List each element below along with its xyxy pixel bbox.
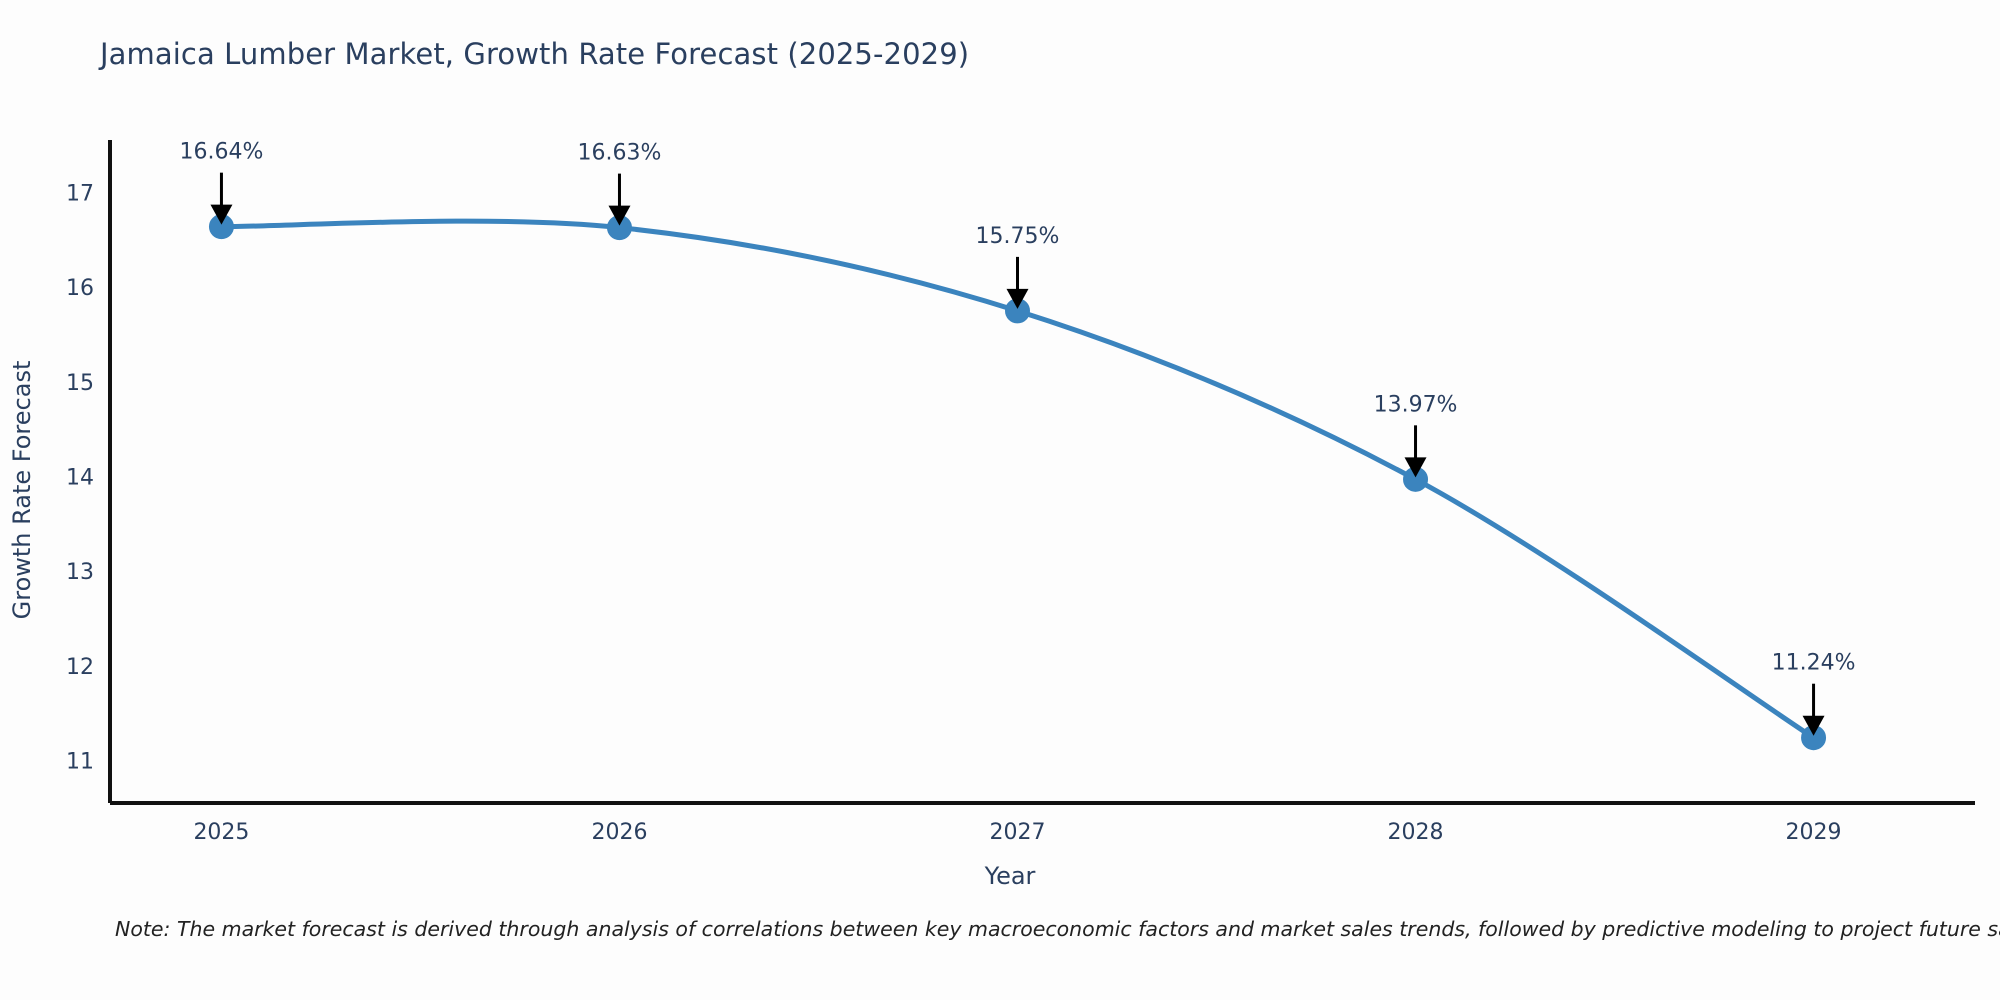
annotation-arrow-head: [1006, 288, 1029, 309]
y-axis-tick-labels: 11 12 13 14 15 16 17: [66, 182, 94, 775]
y-tick-label: 17: [66, 182, 94, 207]
data-point-label: 16.63%: [578, 141, 662, 166]
annotation-arrow-head: [210, 204, 233, 225]
y-tick-label: 12: [66, 655, 94, 680]
data-point-annotations: 16.64% 16.63% 15.75% 13.97% 11.24%: [180, 140, 1856, 736]
y-tick-label: 14: [66, 466, 94, 491]
x-tick-label: 2027: [990, 820, 1046, 845]
x-tick-label: 2025: [193, 820, 249, 845]
data-point-label: 15.75%: [976, 224, 1060, 249]
y-tick-label: 13: [66, 560, 94, 585]
x-tick-label: 2026: [591, 820, 647, 845]
y-tick-label: 15: [66, 371, 94, 396]
annotation-arrow-head: [1404, 457, 1427, 478]
x-axis-title: Year: [984, 862, 1036, 890]
y-tick-label: 16: [66, 276, 94, 301]
x-tick-label: 2029: [1786, 820, 1842, 845]
data-point-label: 11.24%: [1772, 651, 1856, 676]
data-point-markers: [208, 214, 1827, 751]
data-point-label: 13.97%: [1374, 392, 1458, 417]
x-tick-label: 2028: [1388, 820, 1444, 845]
annotation-arrow-head: [608, 205, 631, 226]
x-axis-tick-labels: 2025 2026 2027 2028 2029: [193, 820, 1841, 845]
annotation-arrow-head: [1802, 715, 1825, 736]
footnote-text: Note: The market forecast is derived thr…: [115, 917, 2000, 941]
y-tick-label: 11: [66, 749, 94, 774]
page-title: Jamaica Lumber Market, Growth Rate Forec…: [100, 37, 970, 71]
data-point-label: 16.64%: [180, 140, 264, 165]
y-axis-title: Growth Rate Forecast: [8, 361, 36, 620]
